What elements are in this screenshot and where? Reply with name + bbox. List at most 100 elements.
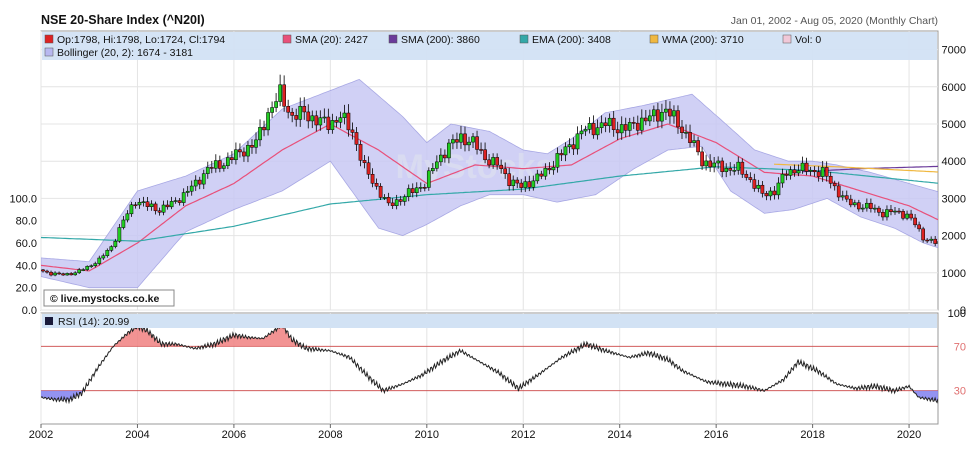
candle-body [121,219,126,228]
candle-body [390,202,395,206]
legend-swatch-boll [44,47,54,57]
candle-body [828,175,833,184]
candle-body [796,170,801,174]
candle-body [350,129,355,133]
candle-body [467,141,471,146]
candle-body [897,210,901,213]
candle-body [217,160,222,169]
candle-body [298,106,303,120]
candle-body [69,273,73,276]
candle-body [394,199,399,206]
candle-body [736,161,741,171]
ema200-line [41,166,938,242]
volume-axis: 0.0 20.0 40.0 60.0 80.0 100.0 [9,193,37,317]
candle-body [595,127,600,136]
candle-body [820,167,825,177]
candle-body [366,162,371,175]
candle-body [860,207,865,210]
candle-body [909,213,913,219]
price-tick-label: 7000 [942,45,966,57]
candle-body [97,257,102,264]
candle-body [410,188,415,193]
candle-body [459,133,463,143]
candle-body [250,145,254,148]
candle-body [631,122,636,124]
candle-body [587,123,592,130]
candle-body [286,106,291,113]
candle-body [447,142,451,159]
x-tick-label: 2006 [222,429,246,441]
candle-body [258,127,262,141]
candle-body [439,154,443,163]
candle-body [53,272,57,276]
candle-body [209,167,214,169]
candle-body [873,207,877,210]
legend-label-sma20: SMA (20): 2427 [295,34,368,46]
candle-body [475,136,479,150]
candle-body [744,173,749,178]
candle-body [652,109,656,117]
candle-body [129,204,134,215]
volume-tick-label: 40.0 [16,260,37,272]
candle-body [543,168,548,177]
candle-body [720,160,725,172]
legend-label-ema200: EMA (200): 3408 [532,34,611,46]
candle-body [740,161,745,175]
candle-body [234,149,238,161]
candle-body [310,115,315,122]
watermark-box [43,289,175,307]
candle-body [422,187,427,189]
price-tick-label: 3000 [942,193,966,205]
candle-body [41,269,45,272]
candle-body [708,160,712,168]
candle-body [382,197,387,199]
x-tick-label: 2010 [415,429,439,441]
candle-body [330,120,335,131]
candle-body [784,173,789,176]
price-tick-label: 5000 [942,119,966,131]
candle-body [503,168,508,174]
candle-body [933,238,938,244]
candle-body [925,239,929,242]
legend: Op:1798, Hi:1798, Lo:1724, Cl:1794 SMA (2… [44,34,821,59]
candle-body [515,179,520,184]
candle-body [559,153,564,156]
candle-body [752,179,757,189]
candle-body [748,177,753,180]
rsi-tick-label: 30 [954,386,966,398]
candle-body [125,213,130,221]
volume-tick-label: 60.0 [16,238,37,250]
candle-body [635,122,640,131]
candle-body [354,132,359,145]
candle-body [869,202,873,209]
candle-body [877,207,881,213]
candle-body [270,107,274,113]
candlestick-layer [41,74,938,277]
candle-body [85,266,90,270]
rsi-layer [41,321,938,405]
candle-body [406,188,411,197]
x-tick-label: 2018 [800,429,824,441]
candle-body [660,111,664,122]
candle-body [443,154,447,159]
candle-body [81,269,86,271]
candle-body [583,129,588,132]
sma20-line [41,123,938,272]
candle-body [141,201,146,203]
legend-swatch-sma20 [282,34,292,44]
candle-body [398,199,403,202]
candle-body [370,174,375,184]
candle-body [45,270,49,273]
candle-body [531,180,536,188]
price-tick-label: 0 [960,305,966,317]
candle-body [885,209,889,218]
candle-body [555,153,560,168]
rsi-legend-box [42,314,937,328]
candle-body [463,133,467,146]
candle-body [238,149,242,153]
candle-body [89,265,94,267]
candle-body [93,263,98,266]
candle-body [664,108,668,113]
candle-body [49,271,53,276]
candle-body [73,272,78,276]
